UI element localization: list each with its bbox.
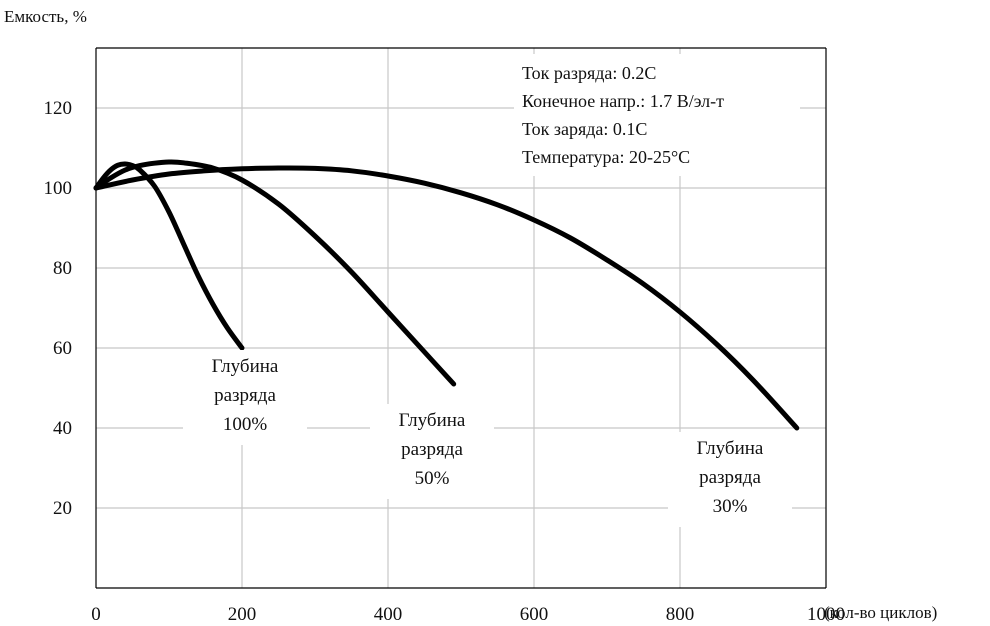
x-tick-label: 200: [228, 604, 257, 625]
y-axis-title: Емкость, %: [4, 7, 87, 26]
series-label-background-2: [668, 432, 792, 527]
series-label-0-line-0: Глубина: [212, 356, 279, 377]
y-tick-label: 120: [44, 98, 73, 119]
axes: [95, 47, 827, 589]
x-tick-label: 600: [520, 604, 549, 625]
condition-discharge-current: Ток разряда: 0.2C: [522, 63, 656, 83]
x-tick-label: 0: [91, 604, 101, 625]
conditions-box: Ток разряда: 0.2C Конечное напр.: 1.7 В/…: [514, 54, 800, 176]
y-tick-labels: 20 40 60 80 100 120: [44, 98, 73, 519]
condition-temperature: Температура: 20-25°C: [522, 147, 690, 167]
series-label-1-line-1: разряда: [401, 439, 463, 460]
x-tick-label: 1000: [807, 604, 845, 625]
series-label-background-0: [183, 350, 307, 445]
y-tick-label: 40: [53, 418, 72, 439]
y-tick-label: 20: [53, 498, 72, 519]
x-axis-title: (кол-во циклов): [824, 603, 937, 622]
series-line-2: [93, 165, 800, 431]
series-label-1-line-2: 50%: [415, 468, 450, 489]
series-label-0-line-1: разряда: [214, 385, 276, 406]
series-label-1-line-0: Глубина: [399, 410, 466, 431]
x-tick-label: 800: [666, 604, 695, 625]
series-label-2-line-2: 30%: [713, 496, 748, 517]
conditions-background: [514, 54, 800, 176]
x-tick-label: 400: [374, 604, 403, 625]
y-tick-label: 80: [53, 258, 72, 279]
series-labels: Глубина разряда 100% Глубина разряда 50% Глуби…: [183, 350, 792, 527]
series-label-0-line-2: 100%: [223, 414, 268, 435]
series-label-background-1: [370, 404, 494, 499]
x-tick-labels: 0 200 400 600 800 1000: [91, 604, 845, 625]
condition-charge-current: Ток заряда: 0.1C: [522, 119, 647, 139]
series-line-0: [93, 161, 245, 351]
series-label-2-line-1: разряда: [699, 467, 761, 488]
condition-end-voltage: Конечное напр.: 1.7 В/эл-т: [522, 91, 724, 111]
series-lines: [93, 159, 800, 431]
series-label-2-line-0: Глубина: [697, 438, 764, 459]
y-tick-label: 60: [53, 338, 72, 359]
y-tick-label: 100: [44, 178, 73, 199]
